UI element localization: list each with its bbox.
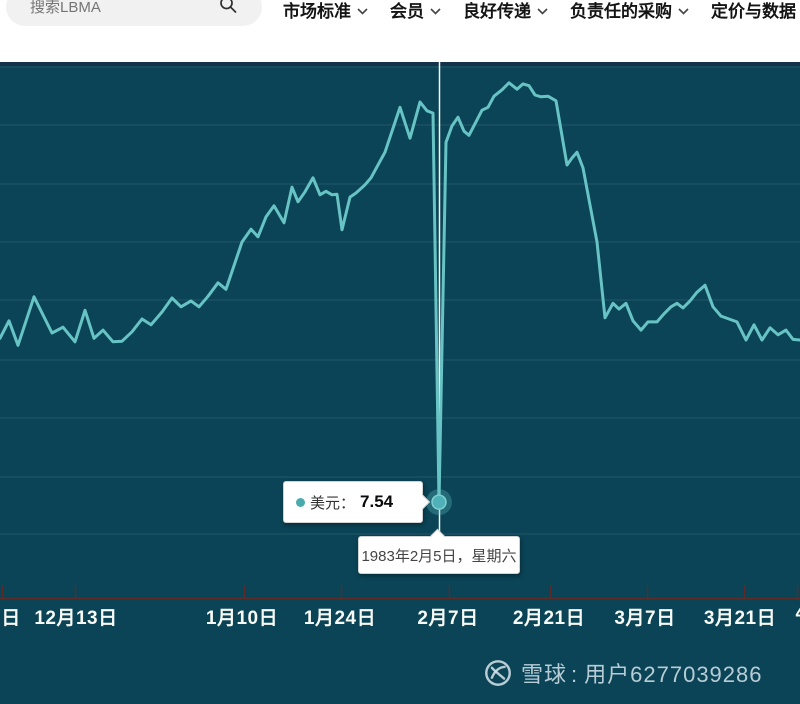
- nav-label: 良好传递: [463, 2, 531, 21]
- nav-label: 市场标准: [283, 2, 351, 21]
- value-tooltip: 美元： 7.54: [283, 481, 431, 523]
- chevron-down-icon: [430, 7, 441, 15]
- tooltip-value: 7.54: [360, 492, 394, 511]
- watermark-text: 雪球: 用户6277039286: [521, 662, 763, 687]
- date-tooltip: 1983年2月5日，星期六: [358, 528, 520, 574]
- chevron-down-icon: [678, 7, 689, 15]
- nav-item-responsible-sourcing[interactable]: 负责任的采购: [570, 0, 689, 22]
- x-axis-label: 日: [1, 608, 21, 629]
- search-input[interactable]: [6, 0, 196, 22]
- chevron-down-icon: [537, 7, 548, 15]
- site-header: 市场标准 会员 良好传递 负责任的采购 定价与数据: [0, 0, 800, 62]
- nav-item-market-standards[interactable]: 市场标准: [283, 0, 368, 22]
- x-axis-labels: 日 12月13日 1月10日 1月24日 2月7日 2月21日 3月7日 3月21日 4: [0, 603, 800, 633]
- series-dot-icon: [296, 497, 305, 507]
- x-axis-label: 3月21日: [703, 608, 777, 629]
- tooltip-date-text: 1983年2月5日，星期六: [361, 547, 517, 565]
- x-axis-label: 2月21日: [512, 608, 586, 629]
- x-axis-label: 12月13日: [34, 608, 118, 629]
- chevron-down-icon: [357, 7, 368, 15]
- x-axis-label: 2月7日: [417, 608, 479, 629]
- nav-label: 会员: [390, 2, 424, 21]
- search-icon[interactable]: [219, 0, 237, 19]
- x-axis-label: 1月10日: [205, 608, 279, 629]
- nav-label: 定价与数据: [711, 2, 796, 21]
- search-box[interactable]: [6, 0, 262, 26]
- x-axis-label: 3月7日: [614, 608, 676, 629]
- nav-item-good-delivery[interactable]: 良好传递: [463, 0, 548, 22]
- xueqiu-watermark: 雪球: 用户6277039286: [483, 657, 763, 689]
- price-chart[interactable]: 日 12月13日 1月10日 1月24日 2月7日 2月21日 3月7日 3月21日 4 美元：…: [0, 62, 800, 704]
- x-axis-label: 1月24日: [303, 608, 377, 629]
- nav-item-prices-and-data[interactable]: 定价与数据: [711, 0, 796, 22]
- tooltip-series-label: 美元：: [310, 494, 356, 512]
- nav-item-membership[interactable]: 会员: [390, 0, 441, 22]
- x-axis-label: 4: [795, 603, 800, 625]
- xueqiu-logo-icon: [485, 660, 511, 686]
- nav-label: 负责任的采购: [570, 2, 672, 21]
- main-nav: 市场标准 会员 良好传递 负责任的采购 定价与数据: [283, 0, 796, 22]
- chart-top-border: [0, 62, 800, 66]
- chart-plot[interactable]: [0, 62, 800, 704]
